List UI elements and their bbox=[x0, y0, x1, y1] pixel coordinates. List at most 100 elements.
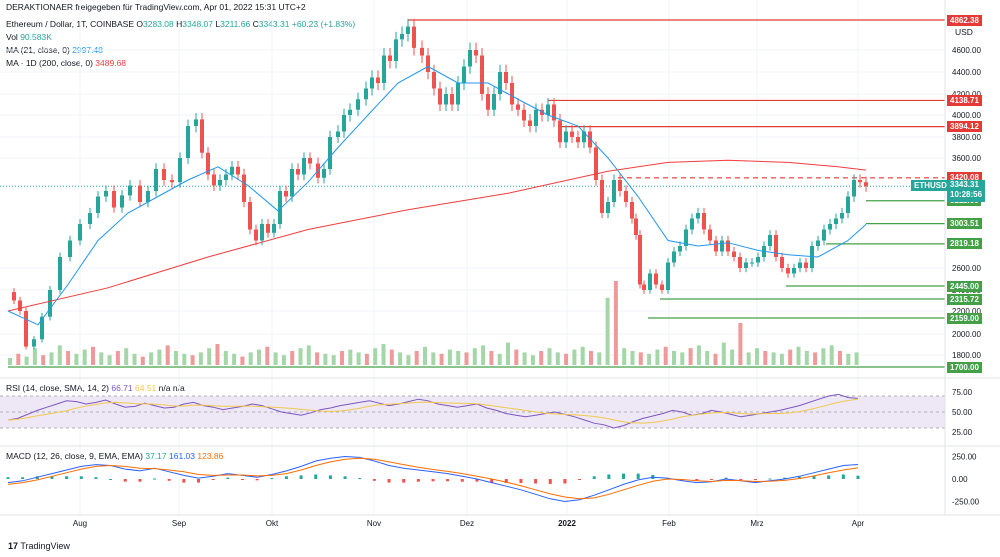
volume-bar bbox=[672, 351, 676, 365]
candle-body bbox=[12, 292, 16, 301]
candle-body bbox=[638, 235, 642, 285]
candle-body bbox=[18, 300, 22, 311]
volume-bar bbox=[605, 297, 610, 365]
candle-body bbox=[510, 83, 514, 105]
candle-body bbox=[212, 174, 216, 186]
candle-body bbox=[48, 290, 52, 317]
candle-body bbox=[342, 115, 346, 132]
candle-body bbox=[678, 246, 682, 252]
volume-bar bbox=[688, 348, 693, 365]
price-tick-label: 3600.00 bbox=[952, 154, 981, 163]
price-tick-label: 4000.00 bbox=[952, 111, 981, 120]
volume-bar bbox=[165, 345, 170, 365]
candle-body bbox=[534, 109, 538, 126]
candle-body bbox=[468, 50, 472, 67]
candle-body bbox=[552, 104, 556, 121]
volume-bar bbox=[356, 352, 361, 365]
candle-body bbox=[570, 131, 574, 137]
volume-bar bbox=[705, 351, 710, 365]
candle-body bbox=[400, 34, 404, 40]
macd-hist-bar bbox=[519, 479, 523, 484]
price-tick-label: 1800.00 bbox=[952, 351, 981, 360]
volume-bar bbox=[82, 349, 87, 365]
volume-bar bbox=[74, 353, 79, 365]
volume-bar bbox=[174, 351, 178, 365]
candle-body bbox=[284, 191, 288, 197]
macd-hist-bar bbox=[153, 478, 157, 480]
axes: 4600.00 4400.00 4200.00 4000.00 3800.00 3600.… bbox=[0, 0, 1000, 528]
time-tick-label: Mrz bbox=[750, 519, 763, 528]
volume-bar bbox=[564, 353, 569, 365]
volume-bar bbox=[730, 349, 735, 365]
candle-body bbox=[104, 191, 108, 197]
volume-bar bbox=[447, 349, 452, 365]
volume-bar bbox=[788, 349, 793, 365]
volume-bar bbox=[522, 352, 527, 365]
time-tick-label: Sep bbox=[172, 519, 187, 528]
volume-bar bbox=[423, 346, 427, 365]
macd-hist-bar bbox=[284, 476, 288, 479]
ma200-label: MA · 1D (200, close, 0) bbox=[6, 58, 93, 68]
candle-body bbox=[612, 180, 616, 202]
countdown: 10:28:56 bbox=[950, 190, 983, 200]
grid bbox=[0, 0, 945, 515]
volume-bar bbox=[771, 352, 776, 365]
candle-body bbox=[432, 72, 436, 89]
macd-hist-bar bbox=[50, 476, 54, 479]
price-tag: 2315.72 bbox=[947, 293, 982, 305]
volume-bar bbox=[696, 345, 701, 365]
macd-hist-bar bbox=[65, 476, 69, 479]
volume-bar bbox=[398, 352, 403, 365]
volume-bar bbox=[622, 348, 627, 365]
candle-body bbox=[852, 180, 856, 197]
volume-bar bbox=[306, 345, 311, 365]
candle-body bbox=[24, 311, 28, 347]
candle-body bbox=[714, 240, 718, 252]
candle-body bbox=[750, 262, 754, 264]
candle-body bbox=[642, 284, 646, 290]
candle-body bbox=[600, 180, 604, 213]
candles bbox=[12, 18, 868, 350]
candle-body bbox=[654, 273, 658, 285]
volume-bar bbox=[804, 351, 809, 365]
volume-bar bbox=[149, 352, 154, 365]
macd-signal-value: 123.86 bbox=[197, 451, 224, 461]
volume-bar bbox=[323, 353, 328, 365]
volume-bar bbox=[464, 352, 469, 365]
volume-bar bbox=[107, 355, 112, 365]
macd-hist-bar bbox=[753, 479, 757, 481]
volume-bar bbox=[265, 346, 270, 365]
macd-hist-bar bbox=[856, 475, 860, 479]
volume-bar bbox=[431, 352, 436, 365]
volume-bar bbox=[613, 281, 618, 365]
macd-hist-bar bbox=[739, 479, 743, 480]
candle-body bbox=[582, 131, 586, 143]
candle-body bbox=[356, 99, 360, 110]
candle-body bbox=[816, 240, 820, 246]
volume-bar bbox=[182, 353, 187, 365]
symbol-title: Ethereum / Dollar, 1T, COINBASE bbox=[6, 19, 135, 29]
candle-body bbox=[846, 196, 850, 213]
macd-header: MACD (12, 26, close, 9, EMA, EMA) 37.17 … bbox=[6, 451, 223, 462]
macd-hist-bar bbox=[6, 477, 10, 479]
candle-body bbox=[406, 26, 410, 34]
volume-bar bbox=[829, 345, 834, 365]
price-tag: 4138.71 bbox=[947, 94, 982, 106]
candle-body bbox=[336, 131, 340, 137]
macd-hist-bar bbox=[343, 476, 347, 479]
macd-hist-bar bbox=[79, 476, 83, 479]
candle-body bbox=[450, 94, 454, 105]
macd-tick-label: 250.00 bbox=[952, 453, 977, 462]
volume-label: Vol bbox=[6, 32, 18, 42]
macd-hist-bar bbox=[446, 479, 450, 482]
macd-hist-bar bbox=[211, 479, 215, 480]
candle-body bbox=[328, 137, 332, 169]
candle-body bbox=[272, 224, 276, 233]
candle-body bbox=[648, 273, 652, 290]
volume-bar bbox=[24, 356, 29, 365]
rsi-tick-label: 50.00 bbox=[952, 408, 973, 417]
tradingview-brand[interactable]: 17 TradingView bbox=[8, 541, 70, 551]
volume-bar bbox=[57, 345, 62, 365]
candle-body bbox=[516, 104, 520, 110]
